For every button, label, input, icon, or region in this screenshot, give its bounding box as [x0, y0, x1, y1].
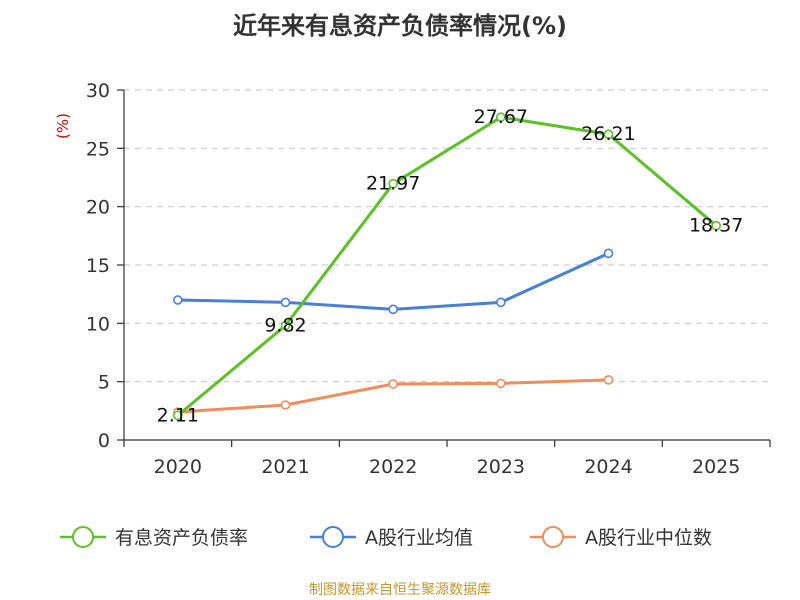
data-point: [173, 410, 183, 421]
data-point: [711, 220, 721, 231]
data-point: [603, 375, 614, 385]
y-tick-label: 0: [98, 430, 110, 452]
y-tick-label: 15: [86, 255, 110, 277]
data-point: [388, 379, 398, 389]
y-axis-label: (%): [54, 113, 72, 139]
data-point: [388, 304, 398, 315]
legend-label: 有息资产负债率: [115, 527, 248, 549]
legend-item: 有息资产负债率: [60, 526, 248, 549]
data-label: 21.97: [366, 173, 420, 195]
series-line: [177, 251, 610, 311]
data-label: 26.21: [581, 123, 635, 145]
y-tick-label: 30: [86, 80, 110, 102]
data-label: 2.11: [157, 404, 199, 426]
legend-item: A股行业中位数: [530, 526, 712, 549]
series-line: [176, 115, 718, 417]
x-tick-label: 2021: [261, 456, 309, 478]
x-tick-label: 2023: [477, 456, 525, 478]
legend-swatch-marker: [542, 526, 564, 548]
data-point: [173, 295, 183, 305]
series-layer: [173, 112, 721, 421]
y-tick-label: 25: [86, 138, 110, 160]
y-tick-label: 20: [86, 197, 110, 219]
data-point: [280, 400, 291, 410]
y-tick-label: 5: [98, 372, 110, 394]
data-point: [496, 112, 506, 122]
x-tick-label: 2022: [369, 456, 417, 478]
data-point: [603, 248, 614, 259]
legend-item: A股行业均值: [310, 526, 473, 549]
legend-swatch-marker: [72, 526, 94, 548]
data-point: [603, 129, 614, 140]
chart-title: 近年来有息资产负债率情况(%): [233, 12, 567, 40]
data-point: [280, 297, 291, 308]
data-label: 27.67: [474, 106, 528, 128]
grid-layer: [124, 89, 770, 383]
data-label: 18.37: [689, 215, 743, 237]
y-tick-label: 10: [86, 313, 110, 335]
x-tick-label: 2025: [692, 456, 740, 478]
data-label-layer: 2.11 9.82 21.97 27.67 26.21 18.37: [157, 106, 744, 426]
data-point: [280, 320, 291, 331]
data-point: [388, 178, 398, 189]
legend: 有息资产负债率 A股行业均值 A股行业中位数: [60, 526, 712, 549]
source-note: 制图数据来自恒生聚源数据库: [309, 582, 491, 598]
data-point: [496, 378, 506, 389]
x-tick-label: 2024: [584, 456, 632, 478]
legend-label: A股行业中位数: [585, 527, 712, 549]
legend-label: A股行业均值: [365, 527, 473, 549]
legend-swatch-marker: [322, 526, 344, 548]
data-label: 9.82: [264, 314, 306, 336]
data-point: [496, 297, 506, 308]
x-tick-label: 2020: [154, 456, 202, 478]
